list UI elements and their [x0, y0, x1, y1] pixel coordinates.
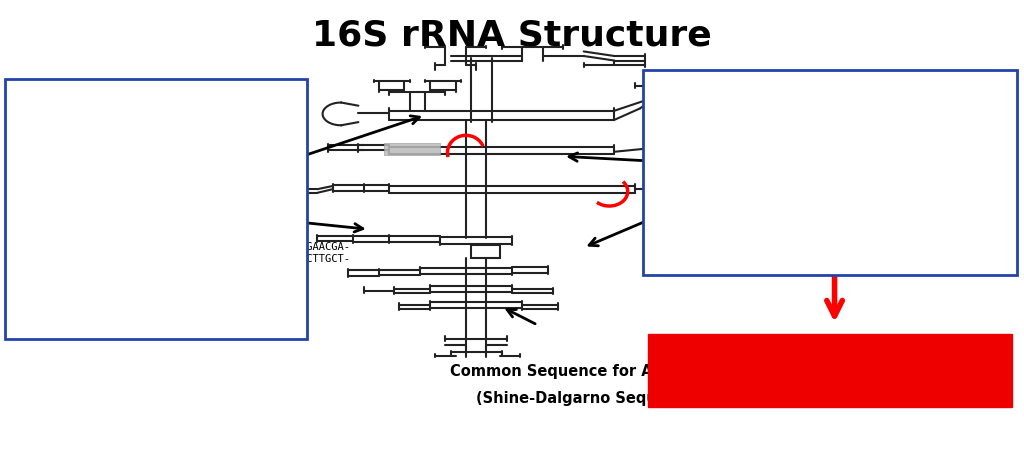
Text: 16S rRNA Structure: 16S rRNA Structure: [312, 18, 712, 52]
Text: ⇒Frequent mutations: ⇒Frequent mutations: [741, 232, 919, 246]
Text: ⇒Rare mutations: ⇒Rare mutations: [86, 216, 226, 230]
Text: Used to identify species: Used to identify species: [688, 361, 972, 381]
FancyBboxPatch shape: [643, 71, 1017, 275]
Bar: [471, 246, 500, 258]
Text: disrupt RNA structure: disrupt RNA structure: [66, 177, 247, 192]
Bar: [384, 143, 440, 156]
Text: overall RNA structure: overall RNA structure: [740, 184, 920, 198]
Text: -GAACGA-
-CTTGCT-: -GAACGA- -CTTGCT-: [301, 242, 350, 263]
Text: Sequence changes: Sequence changes: [79, 138, 233, 153]
FancyBboxPatch shape: [5, 80, 307, 339]
Text: 【Loop Regions】: 【Loop Regions】: [757, 86, 903, 105]
Text: 【Stem Regions】: 【Stem Regions】: [82, 98, 230, 116]
Text: Sequence changes don't affect: Sequence changes don't affect: [702, 136, 957, 151]
FancyBboxPatch shape: [648, 334, 1012, 407]
Text: (Shine-Dalgarno Sequence): (Shine-Dalgarno Sequence): [475, 391, 702, 405]
Text: Common Sequence for All mRNAs: Common Sequence for All mRNAs: [451, 364, 727, 378]
Text: ⇒Conserved across all bacteria: ⇒Conserved across all bacteria: [28, 254, 285, 269]
